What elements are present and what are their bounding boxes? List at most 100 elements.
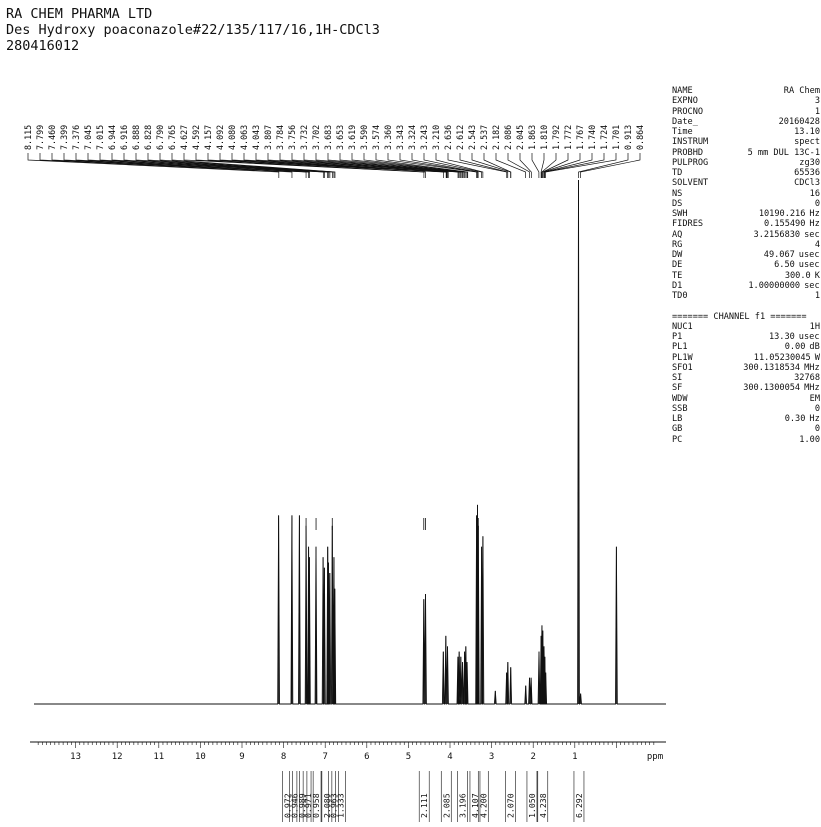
param-unit: MHz <box>804 362 820 373</box>
peak-connector <box>87 153 324 178</box>
peak-connector <box>542 153 581 178</box>
param-key: WDW <box>672 393 688 404</box>
param-value: 5 mm DUL 13C-1 <box>747 147 820 158</box>
peak-label: 6.765 <box>167 125 177 150</box>
param-row-fidres: FIDRES 0.155490 Hz <box>672 219 820 229</box>
param-key: Date_ <box>672 116 698 127</box>
integral-label: 3.196 <box>457 793 467 818</box>
param-row-pl1: PL1 0.00 dB <box>672 342 820 352</box>
param-key: AQ <box>672 229 683 240</box>
peak-connector <box>255 153 449 178</box>
sample-title: Des Hydroxy poaconazole#22/135/117/16,1H… <box>6 22 380 38</box>
param-row-d1: D1 1.00000000 sec <box>672 281 820 291</box>
peak-connector <box>315 153 463 178</box>
param-row-te: TE 300.0 K <box>672 271 820 281</box>
param-row-ssb: SSB 0 <box>672 404 820 414</box>
param-row-td: TD 65536 <box>672 168 820 178</box>
spectrum-header: RA CHEM PHARMA LTD Des Hydroxy poaconazol… <box>6 6 380 54</box>
param-gap <box>672 301 821 311</box>
param-value: 0.155490 <box>764 219 806 230</box>
peak-connector <box>147 153 333 178</box>
param-unit: Hz <box>809 219 820 230</box>
peak-connector <box>327 153 464 178</box>
peak-label: 3.210 <box>431 125 441 150</box>
peak-label: 8.115 <box>23 125 33 150</box>
x-tick-label: 2 <box>530 752 535 762</box>
peak-label: 3.343 <box>395 125 405 150</box>
param-value: 0.30 <box>784 414 806 424</box>
param-row-date: Date_ 20160428 <box>672 117 820 127</box>
param-key: PULPROG <box>672 157 709 168</box>
param-value: 13.30 <box>768 332 795 342</box>
param-row-ds: DS 0 <box>672 199 820 209</box>
param-row-aq: AQ 3.2156830 sec <box>672 230 820 240</box>
param-value: 32768 <box>794 373 820 383</box>
peak-label: 1.724 <box>599 125 609 150</box>
integral-label: 4.200 <box>478 793 488 818</box>
param-value: 11.05230045 <box>753 352 811 363</box>
param-key: DS <box>672 198 683 209</box>
param-key: P1 <box>672 332 683 342</box>
integral-label: 0.946 <box>289 793 299 818</box>
integral-label: 0.963 <box>329 793 339 818</box>
peak-connector <box>111 153 328 178</box>
param-unit: K <box>814 270 820 281</box>
channel-header: ======= CHANNEL f1 ======= <box>672 311 807 322</box>
peak-label: 4.063 <box>239 125 249 150</box>
param-key: SF <box>672 383 683 394</box>
param-unit: sec <box>804 280 820 291</box>
param-value: 1H <box>809 321 820 332</box>
param-key: PROBHD <box>672 147 704 158</box>
peak-label: 3.732 <box>299 125 309 150</box>
peak-label: 1.772 <box>563 125 573 150</box>
peak-connector <box>303 153 462 178</box>
x-tick-label: 7 <box>322 752 327 762</box>
param-unit: usec <box>798 260 820 271</box>
param-unit: W <box>814 352 820 363</box>
peak-connector <box>543 153 593 178</box>
peak-connector <box>541 153 557 178</box>
peak-label: 1.740 <box>587 125 597 150</box>
peak-connector <box>39 153 293 178</box>
param-value: zg30 <box>799 157 820 168</box>
x-tick-label: 10 <box>195 752 206 762</box>
param-row-rg: RG 4 <box>672 240 820 250</box>
spectrum-trace <box>34 179 666 705</box>
param-key: DW <box>672 250 683 260</box>
param-row-p1: P1 13.30 usec <box>672 332 820 342</box>
peak-label: 2.543 <box>467 125 477 150</box>
peak-label: 3.360 <box>383 125 393 150</box>
param-value: 49.067 <box>763 250 795 260</box>
peak-connector <box>27 153 280 178</box>
param-unit: Hz <box>809 414 820 424</box>
peak-label: 4.157 <box>203 125 213 150</box>
peak-label: 4.592 <box>191 125 201 150</box>
peak-connector <box>231 153 448 178</box>
peak-label: 1.792 <box>551 125 561 150</box>
param-key: DE <box>672 260 683 271</box>
param-row-lb: LB 0.30 Hz <box>672 414 820 424</box>
param-key: PROCNO <box>672 106 704 117</box>
x-tick-label: 3 <box>489 752 494 762</box>
peak-label: 2.636 <box>443 125 453 150</box>
param-row-ns: NS 16 <box>672 189 820 199</box>
integral-label: 2.085 <box>441 793 451 818</box>
peak-label: 4.092 <box>215 125 225 150</box>
param-key: NS <box>672 188 683 199</box>
param-key: NAME <box>672 86 693 96</box>
integral-label: 0.972 <box>282 793 292 818</box>
peak-connector <box>411 153 479 178</box>
x-tick-label: 8 <box>281 752 286 762</box>
param-value: 1 <box>814 291 820 301</box>
peak-connector <box>291 153 461 178</box>
param-key: TD0 <box>672 291 688 301</box>
peak-connector <box>540 153 545 178</box>
param-key: SI <box>672 373 683 383</box>
integral-label: 2.070 <box>505 793 515 818</box>
integral-label: 2.111 <box>419 793 429 818</box>
param-row-procno: PROCNO 1 <box>672 107 820 117</box>
param-key: SOLVENT <box>672 178 709 189</box>
x-tick-label: 9 <box>239 752 244 762</box>
param-value: 3.2156830 <box>753 229 801 240</box>
param-row-time: Time 13.10 <box>672 127 820 137</box>
